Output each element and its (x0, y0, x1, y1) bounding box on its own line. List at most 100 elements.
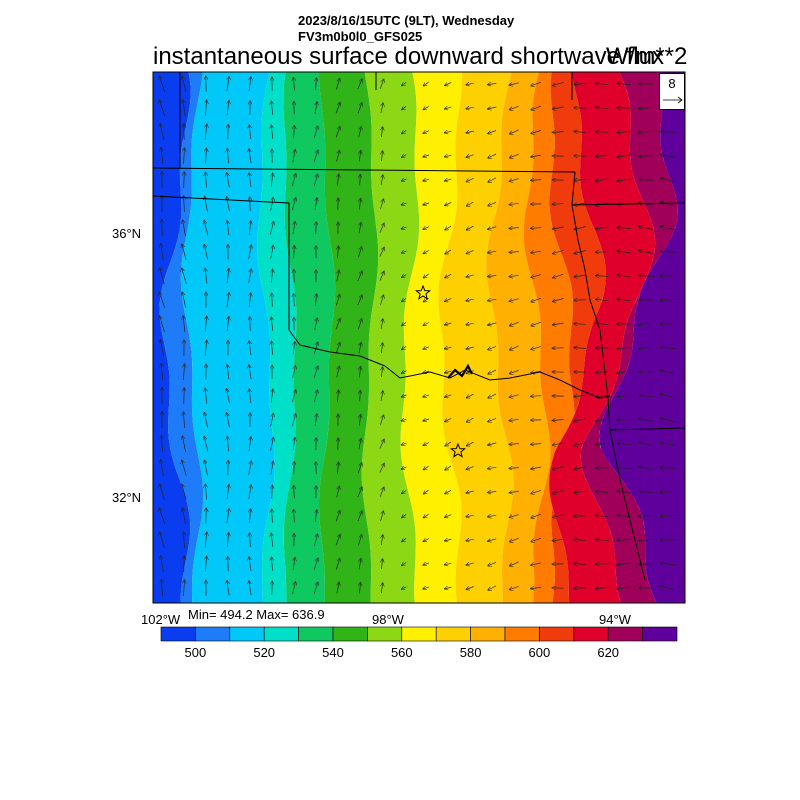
wind-vector (381, 319, 383, 330)
wind-vector (553, 298, 564, 302)
wind-vector (359, 223, 361, 234)
wind-vector (204, 245, 209, 260)
map-frame (152, 71, 686, 604)
wind-vector (271, 389, 273, 403)
wind-vector (531, 274, 542, 278)
wind-vector (596, 443, 609, 445)
wind-vector (574, 491, 587, 493)
wind-vector (379, 79, 383, 89)
wind-vector (249, 437, 251, 452)
wind-vector (335, 319, 340, 330)
lon-label-98w: 98°W (372, 612, 404, 627)
wind-vector (445, 539, 452, 541)
wind-vector (445, 515, 452, 518)
wind-vector (445, 249, 452, 254)
wind-vector (423, 443, 429, 446)
wind-vector (402, 298, 407, 301)
wind-vector (596, 252, 609, 253)
wind-vector (445, 107, 452, 109)
wind-vector (553, 323, 564, 325)
wind-vector (445, 441, 452, 446)
wind-vector (531, 346, 542, 350)
wind-vector (182, 244, 187, 260)
wind-vector (660, 492, 676, 493)
wind-vector (272, 485, 273, 499)
wind-vector (248, 485, 251, 499)
wind-vector (402, 395, 407, 397)
wind-vector (509, 419, 519, 420)
wind-vector (358, 247, 361, 258)
wind-vector (271, 533, 273, 547)
city-markers (414, 284, 467, 458)
wind-vector (380, 415, 383, 425)
wind-vector (488, 153, 497, 158)
wind-vector (423, 419, 430, 421)
reference-arrow-icon (663, 96, 683, 104)
wind-vector (639, 347, 654, 349)
wind-vector (445, 418, 452, 421)
wind-vector (382, 559, 383, 570)
wind-vector (574, 418, 586, 422)
wind-vector (379, 223, 384, 233)
wind-vector (293, 438, 295, 451)
sabine-river-border (609, 429, 646, 581)
wind-vector (661, 394, 676, 399)
wind-vector (182, 292, 187, 308)
wind-vector (531, 81, 542, 86)
wind-vector (402, 467, 407, 469)
wind-vector (466, 250, 474, 253)
wind-vector (402, 130, 407, 133)
wind-vector (313, 558, 318, 570)
wind-vector (227, 533, 228, 548)
wind-vector (617, 371, 631, 373)
wind-vector (159, 508, 166, 525)
wind-vector (639, 131, 654, 133)
wind-vector (509, 228, 519, 229)
wind-vector (205, 460, 208, 476)
wind-vector (248, 461, 252, 475)
wind-vector (272, 293, 273, 307)
wind-vector (249, 365, 251, 380)
lat-label-32n: 32°N (112, 490, 142, 505)
wind-vector (660, 347, 676, 348)
wind-vector (423, 203, 430, 205)
wind-vector (639, 180, 654, 181)
wind-vector (335, 295, 339, 306)
wind-vector (182, 76, 187, 92)
flux-band (159, 72, 204, 603)
wind-vector (182, 484, 187, 500)
wind-vector (423, 131, 430, 134)
wind-vector (617, 563, 631, 565)
wind-vector (249, 173, 251, 188)
wind-vector (445, 371, 452, 373)
wind-vector (379, 439, 384, 449)
wind-vector (271, 125, 272, 139)
wind-vector (617, 395, 631, 397)
wind-vector (270, 197, 274, 211)
wind-vector (660, 563, 676, 565)
colorbar-swatch (195, 626, 231, 642)
wind-vector (574, 250, 586, 254)
wind-vector (182, 268, 187, 284)
wind-vector (183, 316, 185, 333)
wind-vector (227, 389, 230, 404)
wind-vector (402, 346, 407, 349)
wind-vector (227, 77, 229, 92)
wind-vector (160, 316, 165, 333)
wind-vector (423, 466, 429, 469)
wind-vector (227, 221, 229, 236)
wind-vector (402, 155, 407, 158)
station-star (414, 284, 432, 300)
wind-vector (380, 199, 384, 209)
wind-vector (381, 535, 383, 546)
wind-vector (488, 539, 497, 541)
wind-vector (401, 227, 407, 229)
wind-vector (271, 317, 272, 331)
colorbar-swatch (263, 626, 299, 642)
wind-vector (294, 294, 295, 307)
wind-vector (337, 462, 338, 474)
wind-vector (488, 227, 497, 230)
wind-vector (423, 514, 429, 517)
wind-vector (660, 443, 676, 446)
flux-band (180, 72, 275, 603)
